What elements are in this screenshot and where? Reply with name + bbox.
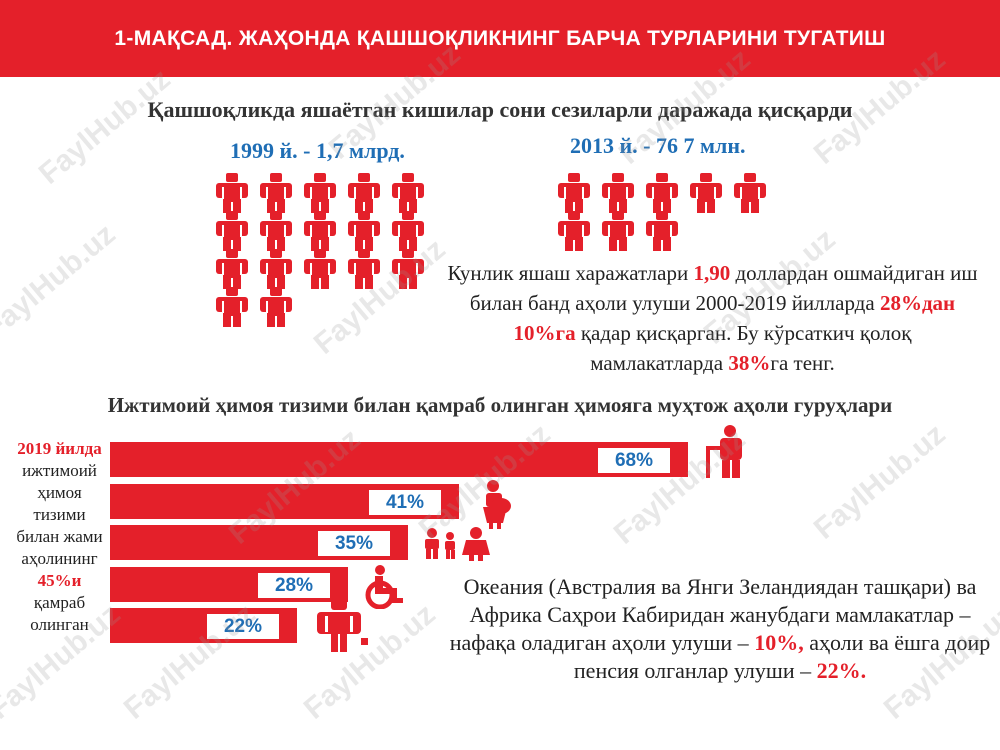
coverage-year: 2019 йилда — [17, 439, 102, 458]
person-icon — [301, 173, 339, 213]
children-icon — [420, 527, 495, 567]
year-2013-label: 2013 й. - 76 7 млн. — [570, 133, 746, 158]
pregnant-woman-icon — [471, 479, 521, 534]
workers-statistic: Кунлик яшаш харажатлари 1,90 доллардан о… — [445, 258, 980, 378]
person-icon — [687, 173, 725, 213]
stat-text-1: Кунлик яшаш харажатлари — [447, 261, 694, 285]
stat-text-2: доллардан ошмайдиган иш билан банд аҳоли… — [469, 261, 978, 315]
title-banner: 1-МАҚСАД. ЖАҲОНДА ҚАШШОҚЛИКНИНГ БАРЧА ТУ… — [0, 0, 1000, 77]
oceania-text-1: Океания (Австралия ва Янги Зеландиядан т… — [449, 574, 977, 655]
bar-value-label: 28% — [258, 573, 330, 598]
unemployed-person-icon — [309, 598, 369, 658]
bar-0: 68% — [110, 442, 688, 477]
watermark: FaylHub.uz — [32, 62, 177, 191]
stat-value-1: 1,90 — [693, 261, 731, 285]
coverage-text-1: ижтимоий ҳимоя тизими билан жами аҳолини… — [16, 461, 103, 568]
oceania-statistic: Океания (Австралия ва Янги Зеландиядан т… — [440, 573, 1000, 685]
bar-value-label: 41% — [369, 490, 441, 515]
coverage-value: 45%и — [37, 571, 82, 590]
bar-value-label: 35% — [318, 531, 390, 556]
person-icon — [389, 249, 427, 289]
bar-value-label: 22% — [207, 614, 279, 639]
coverage-text-2: қамраб олинган — [30, 593, 89, 634]
person-icon — [257, 249, 295, 289]
stat-value-3: 38% — [728, 351, 771, 375]
person-icon — [345, 211, 383, 251]
coverage-note: 2019 йилда ижтимоий ҳимоя тизими билан ж… — [12, 438, 107, 636]
person-icon — [389, 173, 427, 213]
person-icon — [731, 173, 769, 213]
person-icon — [301, 211, 339, 251]
oceania-value-2: 22%. — [816, 658, 867, 683]
person-icon — [213, 173, 251, 213]
oceania-text-2: аҳоли ва ёшга доир пенсия олганлар улуши… — [573, 630, 991, 683]
elderly-person-icon — [700, 424, 760, 484]
stat-value-2: 28%дан 10%га — [513, 291, 956, 345]
person-icon — [345, 173, 383, 213]
person-icon — [301, 249, 339, 289]
person-icon — [257, 211, 295, 251]
bar-1: 41% — [110, 484, 459, 519]
stat-text-4: га тенг. — [770, 351, 835, 375]
wheelchair-icon — [360, 564, 415, 614]
protection-heading: Ижтимоий ҳимоя тизими билан қамраб олинг… — [107, 393, 893, 417]
page-title: 1-МАҚСАД. ЖАҲОНДА ҚАШШОҚЛИКНИНГ БАРЧА ТУ… — [114, 26, 886, 50]
person-icon — [555, 211, 593, 251]
oceania-value-1: 10%, — [754, 630, 804, 655]
person-icon — [599, 211, 637, 251]
person-icon — [643, 173, 681, 213]
person-icon — [213, 287, 251, 327]
person-icon — [345, 249, 383, 289]
stat-text-3: қадар қисқарган. Бу кўрсаткич қолоқ мамл… — [575, 321, 912, 375]
watermark: FaylHub.uz — [0, 217, 122, 346]
person-icon — [257, 287, 295, 327]
bar-4: 22% — [110, 608, 297, 643]
person-icon — [555, 173, 593, 213]
person-icon — [213, 249, 251, 289]
year-1999-label: 1999 й. - 1,7 млрд. — [230, 138, 405, 163]
person-icon — [389, 211, 427, 251]
bar-2: 35% — [110, 525, 408, 560]
bar-value-label: 68% — [598, 448, 670, 473]
person-icon — [213, 211, 251, 251]
person-icon — [599, 173, 637, 213]
person-icon — [643, 211, 681, 251]
person-icon — [257, 173, 295, 213]
bar-3: 28% — [110, 567, 348, 602]
poverty-heading: Қашшоқликда яшаётган кишилар сони сезила… — [147, 97, 853, 122]
watermark: FaylHub.uz — [807, 417, 952, 546]
